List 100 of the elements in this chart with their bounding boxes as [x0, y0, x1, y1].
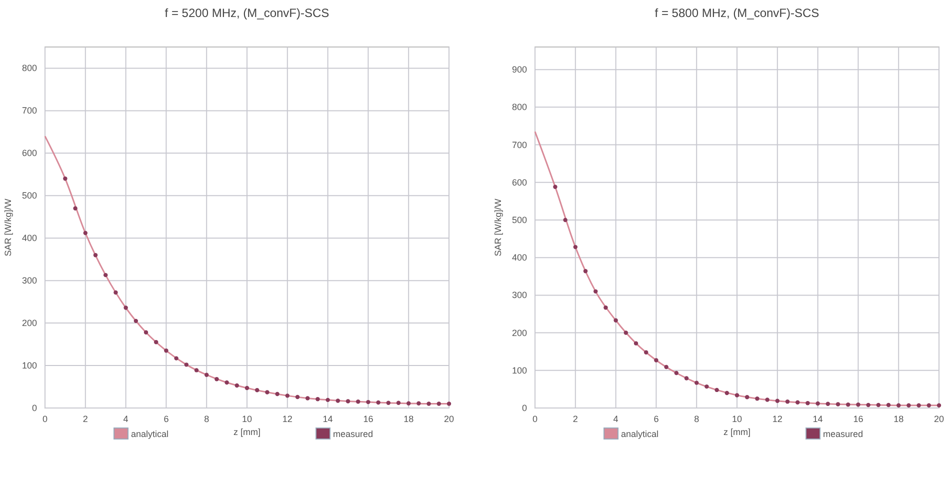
- point: [816, 401, 820, 406]
- point: [63, 176, 68, 181]
- point: [734, 393, 740, 398]
- point: [806, 401, 810, 406]
- x-tick-label: 8: [694, 414, 700, 424]
- point: [144, 330, 148, 335]
- point: [114, 290, 118, 295]
- point: [826, 402, 830, 406]
- x-tick-label: 14: [812, 414, 823, 424]
- point: [406, 401, 411, 406]
- y-tick-label: 100: [22, 360, 37, 371]
- point: [593, 289, 598, 294]
- point: [684, 376, 689, 380]
- y-axis-title: SAR [W/kg]/W: [3, 198, 13, 256]
- point: [856, 402, 860, 407]
- y-tick-label: 200: [512, 328, 527, 338]
- x-tick-label: 2: [82, 414, 88, 424]
- point: [295, 394, 300, 400]
- point: [83, 230, 88, 236]
- point: [93, 253, 98, 258]
- y-tick-label: 0: [32, 403, 37, 413]
- point: [356, 400, 360, 404]
- point: [396, 400, 401, 406]
- legend-label: measured: [333, 429, 374, 439]
- point: [644, 350, 648, 354]
- point: [674, 370, 679, 376]
- point: [926, 403, 932, 408]
- point: [795, 400, 800, 404]
- point: [836, 402, 840, 406]
- y-tick-label: 400: [512, 252, 527, 263]
- point: [73, 206, 78, 210]
- x-tick-label: 2: [572, 414, 578, 424]
- x-tick-label: 12: [772, 414, 782, 424]
- y-tick-label: 500: [512, 214, 527, 225]
- y-tick-label: 600: [22, 148, 37, 158]
- x-tick-label: 10: [732, 414, 742, 424]
- point: [765, 398, 770, 402]
- point: [154, 340, 158, 344]
- x-tick-label: 8: [204, 414, 210, 424]
- point: [265, 390, 270, 394]
- point: [896, 403, 901, 408]
- y-tick-label: 400: [22, 233, 37, 244]
- point: [846, 402, 850, 407]
- point: [103, 272, 108, 278]
- point: [573, 244, 578, 250]
- legend-label: analytical: [131, 429, 169, 439]
- x-axis-title: z [mm]: [724, 427, 750, 437]
- point: [326, 398, 330, 402]
- point: [775, 398, 780, 403]
- point: [614, 318, 618, 322]
- legend-label: analytical: [621, 429, 659, 439]
- point: [936, 403, 942, 408]
- y-tick-label: 700: [22, 106, 37, 116]
- point: [174, 356, 178, 360]
- point: [386, 400, 391, 406]
- y-tick-label: 200: [22, 318, 37, 328]
- point: [886, 402, 891, 408]
- point: [664, 364, 668, 370]
- point: [714, 388, 719, 392]
- x-tick-label: 10: [242, 414, 252, 424]
- point: [916, 403, 921, 408]
- point: [285, 394, 290, 398]
- point: [426, 402, 431, 406]
- y-tick-label: 500: [22, 190, 37, 201]
- x-tick-label: 18: [404, 414, 414, 424]
- point: [604, 305, 608, 310]
- legend-label: measured: [823, 429, 864, 439]
- point: [436, 402, 442, 406]
- x-tick-label: 4: [123, 414, 128, 424]
- y-tick-label: 800: [22, 63, 37, 74]
- point: [654, 358, 658, 362]
- y-tick-label: 600: [512, 177, 527, 188]
- point: [214, 377, 219, 382]
- point: [416, 401, 421, 406]
- x-tick-label: 6: [654, 414, 659, 424]
- point: [563, 218, 568, 222]
- y-tick-label: 900: [512, 64, 527, 75]
- point: [553, 184, 558, 189]
- y-tick-label: 700: [512, 140, 527, 150]
- point: [124, 306, 128, 310]
- point: [194, 368, 199, 372]
- x-tick-label: 18: [894, 414, 904, 424]
- point: [316, 396, 320, 402]
- x-tick-label: 20: [934, 414, 944, 424]
- line-series: [44, 135, 450, 405]
- y-tick-label: 100: [512, 365, 527, 376]
- x-axis-title: z [mm]: [234, 427, 260, 437]
- point: [876, 402, 881, 408]
- point: [755, 396, 760, 401]
- point: [634, 341, 638, 346]
- point: [866, 402, 870, 408]
- y-axis-title: SAR [W/kg]/W: [493, 198, 503, 256]
- x-tick-label: 16: [853, 414, 864, 424]
- point: [164, 348, 168, 353]
- chart-title: f = 5200 MHz, (M_convF)-SCS: [164, 6, 330, 20]
- y-tick-label: 800: [512, 102, 527, 112]
- point: [134, 318, 138, 324]
- point: [224, 380, 229, 385]
- point: [184, 362, 189, 367]
- chart-title: f = 5800 MHz, (M_convF)-SCS: [654, 6, 820, 20]
